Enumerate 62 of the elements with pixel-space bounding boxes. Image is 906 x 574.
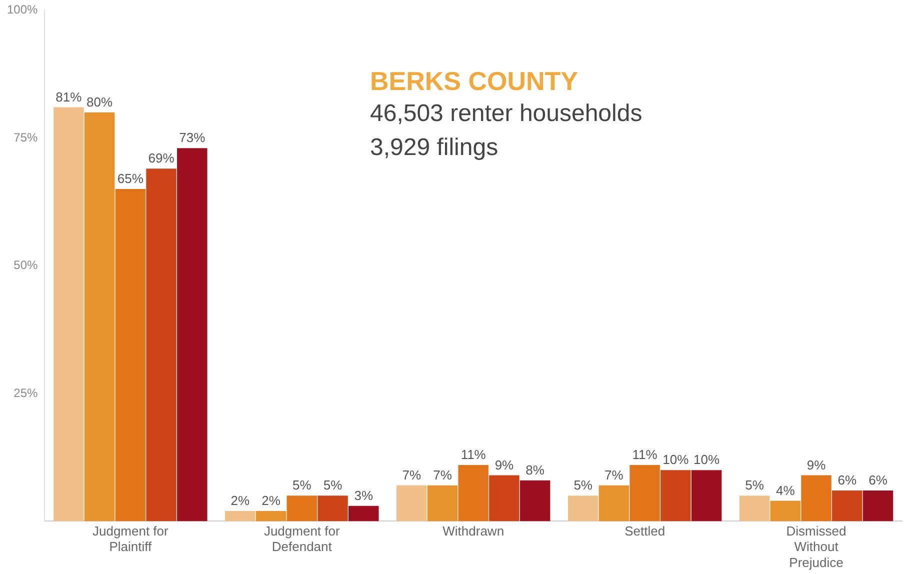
data-label: 69% — [148, 150, 175, 166]
data-label: 10% — [662, 452, 690, 468]
data-label: 11% — [632, 447, 658, 462]
data-label: 2% — [230, 493, 250, 508]
bar — [146, 168, 176, 522]
bar — [54, 107, 84, 522]
bar — [318, 496, 348, 522]
data-label: 5% — [323, 478, 343, 493]
x-tick-label: Settled — [624, 524, 666, 539]
x-tick-label: Dismissed Without Prejudice — [786, 524, 846, 570]
bar — [115, 189, 146, 522]
bar — [598, 485, 630, 522]
data-label: 5% — [292, 478, 312, 493]
bar — [458, 464, 488, 522]
bar — [286, 496, 318, 522]
x-tick-label: Judgment for Plaintiff — [92, 524, 170, 554]
data-label: 65% — [117, 171, 144, 186]
x-tick-label: Judgment for Defendant — [264, 524, 340, 554]
bar — [739, 496, 770, 522]
data-label: 5% — [745, 478, 764, 493]
data-label: 3% — [354, 488, 374, 503]
x-tick-label: Withdrawn — [442, 524, 504, 539]
data-label: 7% — [433, 468, 452, 483]
data-label: 6% — [868, 472, 888, 488]
y-tick-label: 100% — [6, 2, 38, 17]
bar — [568, 496, 598, 522]
text: BERKS COUNTY — [370, 66, 580, 97]
data-label: 7% — [604, 468, 624, 483]
bar — [832, 490, 862, 522]
bar — [862, 490, 894, 522]
data-label: 7% — [402, 468, 422, 483]
bar — [84, 112, 115, 522]
bar — [630, 464, 660, 522]
data-label: 2% — [262, 493, 281, 508]
annotation: 46,503 renter households — [370, 99, 642, 129]
data-label: 9% — [494, 457, 514, 472]
data-label: 10% — [694, 452, 720, 468]
data-label: 73% — [179, 130, 206, 146]
data-label: 11% — [460, 447, 486, 462]
bar — [801, 475, 832, 522]
bar — [691, 470, 722, 522]
y-tick-label: 75% — [14, 130, 38, 144]
data-label: 8% — [526, 462, 545, 478]
data-label: 5% — [574, 478, 593, 493]
bar — [348, 506, 379, 522]
data-label: 9% — [806, 457, 826, 472]
bar — [427, 485, 458, 522]
data-label: 81% — [56, 89, 82, 104]
bar — [256, 510, 286, 522]
bar — [396, 485, 427, 522]
bar — [225, 510, 256, 522]
data-label: 80% — [86, 94, 114, 110]
annotation: 3,929 filings — [370, 133, 500, 163]
bar — [177, 148, 208, 522]
data-label: 6% — [838, 472, 857, 488]
y-tick-label: 50% — [14, 258, 38, 272]
bar — [770, 500, 801, 522]
bar — [520, 480, 550, 522]
bar — [660, 470, 691, 522]
y-tick-label: 25% — [14, 386, 38, 400]
bar — [489, 475, 520, 522]
data-label: 4% — [776, 482, 796, 498]
